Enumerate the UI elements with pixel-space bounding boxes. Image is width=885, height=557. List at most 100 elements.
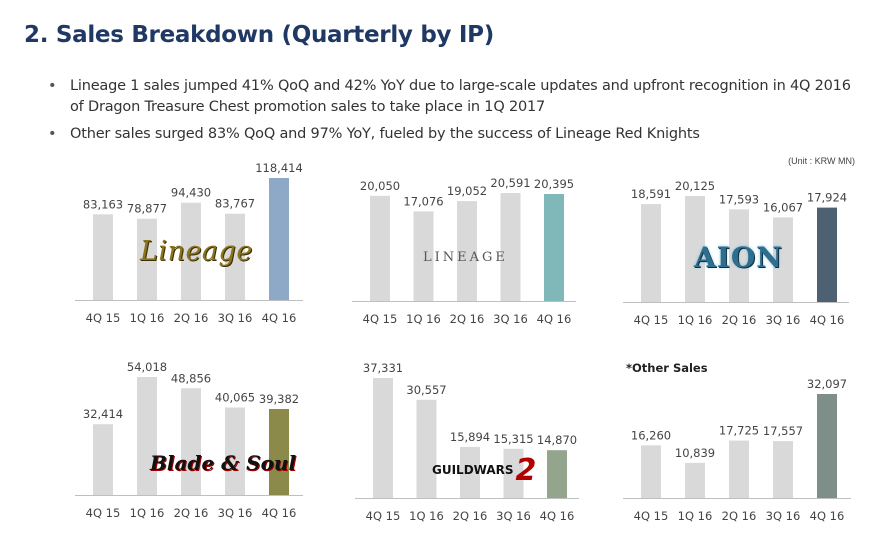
data-label: 19,052	[447, 184, 487, 198]
chart-bar	[269, 408, 289, 495]
data-label: 17,924	[807, 191, 847, 205]
data-label: 15,315	[493, 432, 533, 446]
tick-label: 4Q 16	[540, 509, 575, 523]
tick-label: 1Q 16	[406, 312, 441, 326]
chart-bar	[817, 207, 837, 302]
chart-bar	[500, 193, 521, 301]
tick-label: 4Q 16	[262, 506, 297, 520]
data-label: 83,767	[215, 197, 255, 211]
chart-bar	[181, 202, 201, 300]
tick-label: 3Q 16	[493, 312, 528, 326]
tick-label: 4Q 16	[262, 311, 297, 325]
tick-label: 1Q 16	[409, 509, 444, 523]
tick-label: 2Q 16	[722, 509, 757, 523]
chart-bar	[269, 178, 289, 300]
guildwars-number: 2	[515, 453, 537, 488]
page-title: 2. Sales Breakdown (Quarterly by IP)	[24, 22, 494, 48]
data-label: 20,395	[534, 177, 574, 191]
tick-label: 3Q 16	[496, 509, 531, 523]
aion-logo: AION	[694, 241, 783, 274]
tick-label: 4Q 16	[810, 509, 845, 523]
tick-label: 1Q 16	[130, 311, 165, 325]
bullet-lineage1: Lineage 1 sales jumped 41% QoQ and 42% Y…	[48, 76, 868, 118]
tick-label: 4Q 15	[634, 509, 669, 523]
data-label: 54,018	[127, 360, 167, 374]
chart-bar	[137, 377, 157, 495]
chart-bar	[181, 388, 201, 495]
data-label: 32,097	[807, 377, 847, 391]
data-label: 10,839	[675, 446, 715, 460]
data-label: 15,894	[450, 430, 490, 444]
data-label: 118,414	[255, 161, 303, 175]
data-label: 20,591	[490, 176, 530, 190]
chart-bar	[457, 201, 477, 301]
data-label: 17,076	[403, 194, 443, 208]
tick-label: 2Q 16	[174, 506, 209, 520]
data-label: 18,591	[631, 187, 671, 201]
chart-panel-6: 16,260 4Q 15 10,839 1Q 16 17,725 2Q 16 17,557 3…	[623, 361, 851, 523]
guildwars2-logo: GUILDWARS2	[432, 453, 536, 488]
tick-label: 3Q 16	[766, 313, 801, 327]
data-label: 32,414	[83, 407, 123, 421]
chart-panel-2: 20,050 4Q 15 17,076 1Q 16 19,052 2Q 16 20,591 3…	[352, 176, 576, 326]
chart-bar	[641, 445, 661, 498]
data-label: 30,557	[406, 383, 446, 397]
tick-label: 1Q 16	[130, 506, 165, 520]
chart-bar	[773, 217, 793, 302]
chart-bar	[373, 378, 393, 498]
data-label: 16,067	[763, 200, 803, 214]
lineage-logo: Lineage	[140, 236, 253, 267]
unit-label: (Unit : KRW MN)	[788, 156, 855, 166]
chart-bar	[460, 446, 480, 498]
chart-bar	[685, 196, 705, 302]
chart-bar	[370, 195, 390, 301]
chart-bar	[137, 218, 157, 300]
chart-bar	[503, 448, 524, 498]
chart-bar	[773, 441, 793, 498]
data-label: 39,382	[259, 392, 299, 406]
data-label: 16,260	[631, 428, 671, 442]
chart-bar	[416, 399, 437, 498]
chart-bar	[817, 394, 837, 498]
tick-label: 1Q 16	[678, 313, 713, 327]
tick-label: 3Q 16	[766, 509, 801, 523]
chart-bar	[729, 209, 749, 302]
chart-bar	[225, 213, 245, 300]
chart-bar	[641, 204, 661, 302]
chart-bar	[685, 462, 705, 498]
data-label: 37,331	[363, 361, 403, 375]
data-label: 94,430	[171, 186, 211, 200]
tick-label: 2Q 16	[450, 312, 485, 326]
chart-bar	[729, 440, 749, 498]
chart-bar	[93, 424, 113, 495]
chart-title: *Other Sales	[626, 361, 708, 375]
blade-and-soul-logo: Blade & Soul	[150, 451, 297, 475]
data-label: 83,163	[83, 197, 123, 211]
tick-label: 4Q 15	[634, 313, 669, 327]
tick-label: 4Q 16	[537, 312, 572, 326]
lineage2-logo: LINEAGE	[423, 250, 508, 265]
tick-label: 4Q 15	[86, 311, 121, 325]
data-label: 48,856	[171, 371, 211, 385]
tick-label: 3Q 16	[218, 506, 253, 520]
tick-label: 4Q 15	[86, 506, 121, 520]
tick-label: 3Q 16	[218, 311, 253, 325]
bullet-other-sales: Other sales surged 83% QoQ and 97% YoY, …	[48, 124, 868, 145]
chart-bar	[93, 214, 113, 300]
chart-panel-3: 18,591 4Q 15 20,125 1Q 16 17,593 2Q 16 16,067 3…	[623, 179, 849, 327]
summary-bullets: Lineage 1 sales jumped 41% QoQ and 42% Y…	[48, 76, 868, 151]
data-label: 14,870	[537, 433, 577, 447]
tick-label: 2Q 16	[722, 313, 757, 327]
tick-label: 4Q 15	[363, 312, 398, 326]
tick-label: 1Q 16	[678, 509, 713, 523]
data-label: 20,125	[675, 179, 715, 193]
data-label: 17,593	[719, 192, 759, 206]
tick-label: 4Q 16	[810, 313, 845, 327]
chart-panel-1: 83,163 4Q 15 78,877 1Q 16 94,430 2Q 16 83,767 3…	[75, 161, 303, 325]
data-label: 17,557	[763, 424, 803, 438]
chart-bar	[413, 211, 434, 301]
chart-bar	[225, 407, 245, 495]
guildwars-text: GUILDWARS	[432, 463, 514, 477]
chart-bar	[544, 194, 564, 301]
